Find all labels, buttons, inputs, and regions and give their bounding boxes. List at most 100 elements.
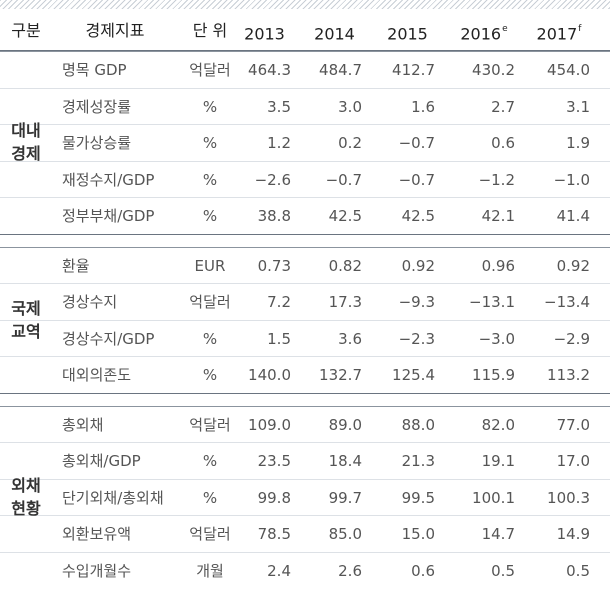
value-cell: −2.9 <box>553 329 590 348</box>
indicator-label: 대외의존도 <box>62 366 132 384</box>
value-cell: 0.5 <box>566 561 590 580</box>
group-separator <box>0 233 610 248</box>
group-label-line2: 교역 <box>11 321 41 341</box>
unit-label: % <box>202 207 218 225</box>
value-cell: 125.4 <box>392 366 435 384</box>
value-cell: 109.0 <box>248 415 291 434</box>
value-cell: −0.7 <box>398 134 435 152</box>
value-cell: −3.0 <box>478 329 515 348</box>
value-cell: −1.2 <box>478 170 515 189</box>
value-cell: 89.0 <box>328 415 362 434</box>
value-cell: 0.73 <box>257 256 291 275</box>
indicator-label: 외환보유액 <box>62 525 132 543</box>
table-row: 외환보유액 억달러 78.5 85.0 15.0 14.7 14.9 <box>0 515 610 552</box>
value-cell: 0.6 <box>411 561 435 580</box>
value-cell: 1.9 <box>566 134 590 152</box>
group-label-line2: 경제 <box>11 144 41 164</box>
value-cell: 99.5 <box>401 488 435 507</box>
table-row: 물가상승률% 1.2 0.2 −0.7 0.6 1.9 <box>0 124 610 161</box>
table-header: 구분 경제지표 단 위 2013 2014 2015 2016e 2017f <box>0 10 610 51</box>
value-cell: 85.0 <box>328 525 362 543</box>
header-unit: 단 위 <box>192 21 228 40</box>
group-label-line2: 현황 <box>11 498 41 518</box>
value-cell: 0.92 <box>401 256 435 275</box>
table-row: 단기외채/총외채% 99.8 99.7 99.5 100.1 100.3 <box>0 478 610 516</box>
indicator-label: 단기외채/총외채 <box>62 488 164 507</box>
value-cell: −2.6 <box>254 170 291 189</box>
value-cell: 2.4 <box>267 561 291 580</box>
value-cell: 100.1 <box>472 488 515 507</box>
unit-label: 억달러 <box>189 415 231 434</box>
value-cell: 77.0 <box>556 415 590 434</box>
value-cell: 15.0 <box>401 525 435 543</box>
table-row: 대외의존도% 140.0 132.7 125.4 115.9 113.2 <box>0 356 610 393</box>
indicator-label: 환율 <box>62 256 90 275</box>
value-cell: 3.0 <box>338 97 362 116</box>
value-cell: 0.82 <box>328 256 362 275</box>
unit-label: EUR <box>194 256 226 275</box>
table-row: 수입개월수 개월 2.4 2.6 0.6 0.5 0.5 <box>0 551 610 589</box>
value-cell: 7.2 <box>267 293 291 311</box>
value-cell: 3.6 <box>338 329 362 348</box>
value-cell: 41.4 <box>556 207 590 225</box>
unit-label: % <box>202 170 218 189</box>
value-cell: −2.3 <box>398 329 435 348</box>
value-cell: 0.92 <box>556 256 590 275</box>
group-label-line1: 외채 <box>11 475 41 495</box>
indicator-label: 명목 GDP <box>62 61 127 79</box>
indicator-label: 수입개월수 <box>62 561 132 580</box>
value-cell: 23.5 <box>257 452 291 470</box>
value-cell: 113.2 <box>547 366 590 384</box>
value-cell: 0.6 <box>491 134 515 152</box>
value-cell: 1.5 <box>267 329 291 348</box>
value-cell: −1.0 <box>553 170 590 189</box>
value-cell: 132.7 <box>319 366 362 384</box>
value-cell: 21.3 <box>401 452 435 470</box>
indicator-label: 물가상승률 <box>62 134 132 152</box>
header-year-2016: 2016e <box>460 24 508 44</box>
table-row: 경상수지 억달러 7.2 17.3 −9.3 −13.1 −13.4 <box>0 283 610 320</box>
header-year-2013: 2013 <box>244 24 285 44</box>
table-row: 총외채/GDP% 23.5 18.4 21.3 19.1 17.0 <box>0 442 610 479</box>
group-label-line1: 국제 <box>11 298 41 318</box>
unit-label: 억달러 <box>189 61 231 79</box>
value-cell: 412.7 <box>392 61 435 79</box>
header-year-2015: 2015 <box>387 24 428 44</box>
value-cell: 454.0 <box>547 61 590 79</box>
value-cell: −9.3 <box>398 293 435 311</box>
group-label-line1: 대내 <box>11 121 41 141</box>
indicator-label: 총외채/GDP <box>62 452 141 470</box>
value-cell: 3.1 <box>566 97 590 116</box>
unit-label: 억달러 <box>189 293 231 311</box>
header-year-2014: 2014 <box>314 24 355 44</box>
value-cell: 3.5 <box>267 97 291 116</box>
value-cell: 14.7 <box>481 525 515 543</box>
value-cell: −0.7 <box>325 170 362 189</box>
group-separator <box>0 392 610 407</box>
indicator-label: 경제성장률 <box>62 97 132 116</box>
value-cell: 42.5 <box>401 207 435 225</box>
value-cell: 19.1 <box>481 452 515 470</box>
unit-label: % <box>202 134 218 152</box>
value-cell: 38.8 <box>257 207 291 225</box>
value-cell: −13.1 <box>469 293 515 311</box>
indicator-label: 재정수지/GDP <box>62 170 155 189</box>
unit-label: % <box>202 488 218 507</box>
table-row: 재정수지/GDP% −2.6 −0.7 −0.7 −1.2 −1.0 <box>0 160 610 198</box>
table-row: 명목 GDP 억달러 464.3 484.7 412.7 430.2 454.0 <box>0 51 610 88</box>
unit-label: % <box>202 329 218 348</box>
table-row: 경제성장률% 3.5 3.0 1.6 2.7 3.1 <box>0 87 610 125</box>
value-cell: 17.0 <box>556 452 590 470</box>
value-cell: 2.6 <box>338 561 362 580</box>
unit-label: % <box>202 97 218 116</box>
value-cell: −0.7 <box>398 170 435 189</box>
value-cell: −13.4 <box>544 293 590 311</box>
value-cell: 99.8 <box>257 488 291 507</box>
table-row: 경상수지/GDP% 1.5 3.6 −2.3 −3.0 −2.9 <box>0 319 610 357</box>
indicator-label: 총외채 <box>62 415 104 434</box>
value-cell: 14.9 <box>556 525 590 543</box>
value-cell: 100.3 <box>547 488 590 507</box>
